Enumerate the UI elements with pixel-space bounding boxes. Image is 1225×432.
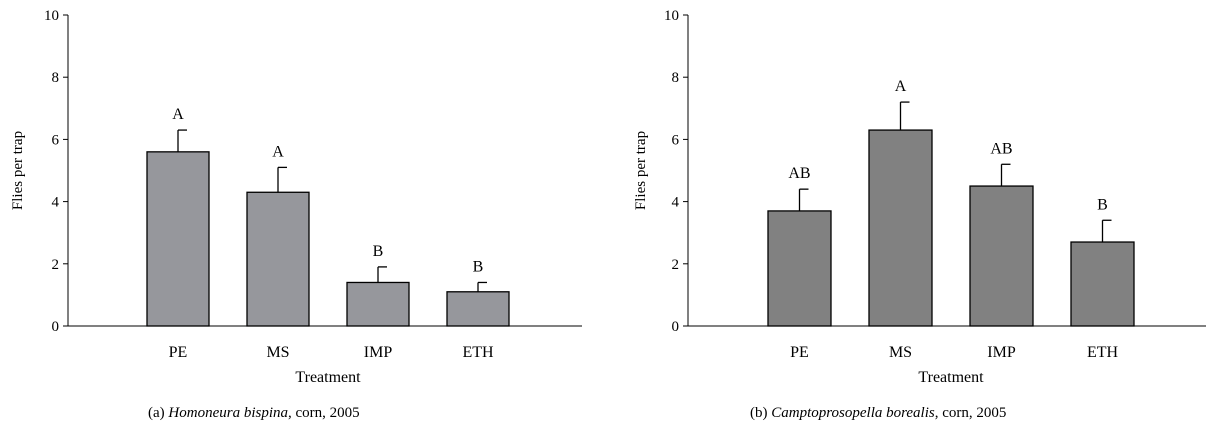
chart-a-y-tick-label: 2 bbox=[52, 257, 60, 273]
chart-b-x-axis-label: Treatment bbox=[918, 369, 984, 386]
chart-a-significance-letter-ms: A bbox=[272, 143, 284, 160]
chart-b-y-tick-label: 10 bbox=[664, 8, 679, 24]
chart-a-category-label-pe: PE bbox=[169, 344, 188, 361]
chart-a-y-tick-label: 6 bbox=[52, 132, 60, 148]
chart-panel-b: 0 2 4 6 8 10 Flies per trap AB PE A MS AB IMP B ETH Tre… bbox=[633, 8, 1206, 386]
chart-b-y-tick-label: 4 bbox=[672, 195, 680, 211]
chart-b-significance-letter-imp: AB bbox=[990, 140, 1012, 157]
chart-b-y-tick-label: 8 bbox=[672, 70, 680, 86]
caption-a: (a) Homoneura bispina, corn, 2005 bbox=[148, 405, 360, 422]
chart-b-category-label-ms: MS bbox=[889, 344, 912, 361]
chart-a-significance-letter-imp: B bbox=[373, 243, 384, 260]
chart-a-bar-imp bbox=[346, 281, 410, 327]
chart-a-bar-pe bbox=[146, 151, 210, 327]
chart-b-y-tick-label: 6 bbox=[672, 132, 680, 148]
chart-b-y-axis-label: Flies per trap bbox=[633, 131, 649, 210]
chart-b-bar-pe bbox=[767, 210, 832, 327]
caption-a-prefix: (a) bbox=[148, 405, 165, 421]
caption-b-prefix: (b) bbox=[750, 405, 768, 421]
caption-b-species: Camptoprosopella borealis bbox=[771, 405, 935, 421]
caption-a-species: Homoneura bispina bbox=[168, 405, 288, 421]
chart-a-bar-ms bbox=[246, 191, 310, 327]
chart-a-significance-letter-eth: B bbox=[473, 258, 484, 275]
chart-b-category-label-eth: ETH bbox=[1087, 344, 1119, 361]
chart-b-significance-letter-ms: A bbox=[895, 78, 907, 95]
chart-b-category-label-imp: IMP bbox=[987, 344, 1016, 361]
chart-a-y-axis-label: Flies per trap bbox=[10, 131, 26, 210]
chart-a-y-tick-label: 8 bbox=[52, 70, 60, 86]
chart-a-category-label-eth: ETH bbox=[462, 344, 494, 361]
chart-b-y-tick-label: 0 bbox=[672, 319, 680, 335]
chart-b-category-label-pe: PE bbox=[790, 344, 809, 361]
chart-b-y-tick-label: 2 bbox=[672, 257, 680, 273]
chart-a-category-label-imp: IMP bbox=[364, 344, 393, 361]
chart-b-significance-letter-pe: AB bbox=[788, 165, 810, 182]
caption-b-suffix: , corn, 2005 bbox=[934, 405, 1007, 421]
chart-a-y-tick-label: 0 bbox=[52, 319, 60, 335]
chart-panel-a: 0 2 4 6 8 10 Flies per trap A PE A MS B IMP B ETH Treat… bbox=[10, 8, 582, 386]
chart-a-y-tick-label: 4 bbox=[52, 195, 60, 211]
chart-b-bar-ms bbox=[868, 129, 933, 327]
chart-a-x-axis-label: Treatment bbox=[295, 369, 361, 386]
chart-b-bar-eth bbox=[1070, 241, 1135, 327]
chart-b-significance-letter-eth: B bbox=[1097, 196, 1108, 213]
chart-a-y-tick-label: 10 bbox=[44, 8, 59, 24]
chart-a-bar-eth bbox=[446, 291, 510, 327]
chart-a-category-label-ms: MS bbox=[266, 344, 289, 361]
chart-a-significance-letter-pe: A bbox=[172, 106, 184, 123]
caption-a-suffix: , corn, 2005 bbox=[288, 405, 360, 421]
chart-b-bar-imp bbox=[969, 185, 1034, 327]
caption-b: (b) Camptoprosopella borealis, corn, 200… bbox=[750, 405, 1006, 422]
